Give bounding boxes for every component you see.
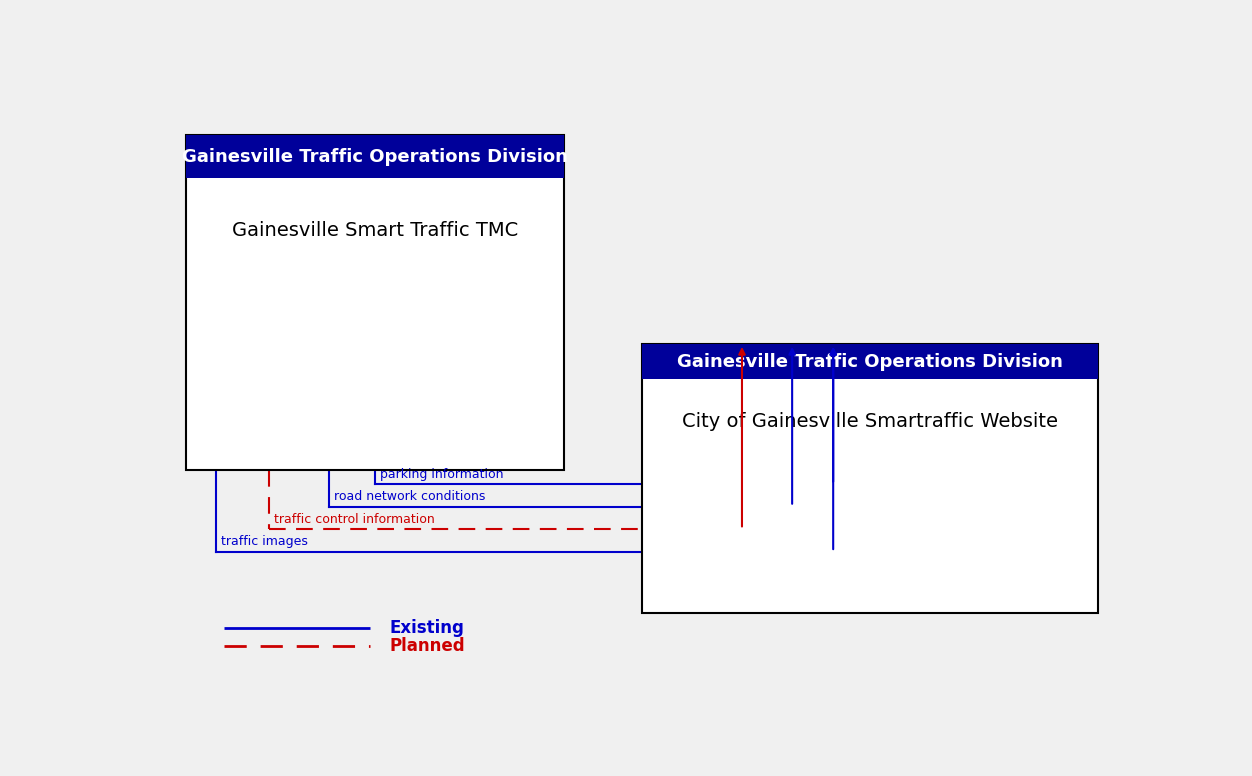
Text: traffic images: traffic images <box>220 535 308 549</box>
Text: parking information: parking information <box>379 468 503 481</box>
Text: Gainesville Smart Traffic TMC: Gainesville Smart Traffic TMC <box>232 221 518 241</box>
Text: Existing: Existing <box>389 619 464 637</box>
Text: City of Gainesville Smartraffic Website: City of Gainesville Smartraffic Website <box>681 411 1058 431</box>
Text: Planned: Planned <box>389 637 464 655</box>
Bar <box>185 135 563 178</box>
Text: traffic control information: traffic control information <box>274 513 434 525</box>
Text: Gainesville Traffic Operations Division: Gainesville Traffic Operations Division <box>677 352 1063 371</box>
Bar <box>641 344 1098 613</box>
Text: road network conditions: road network conditions <box>334 490 486 503</box>
Bar <box>641 344 1098 379</box>
Bar <box>185 135 563 469</box>
Text: Gainesville Traffic Operations Division: Gainesville Traffic Operations Division <box>182 147 567 166</box>
